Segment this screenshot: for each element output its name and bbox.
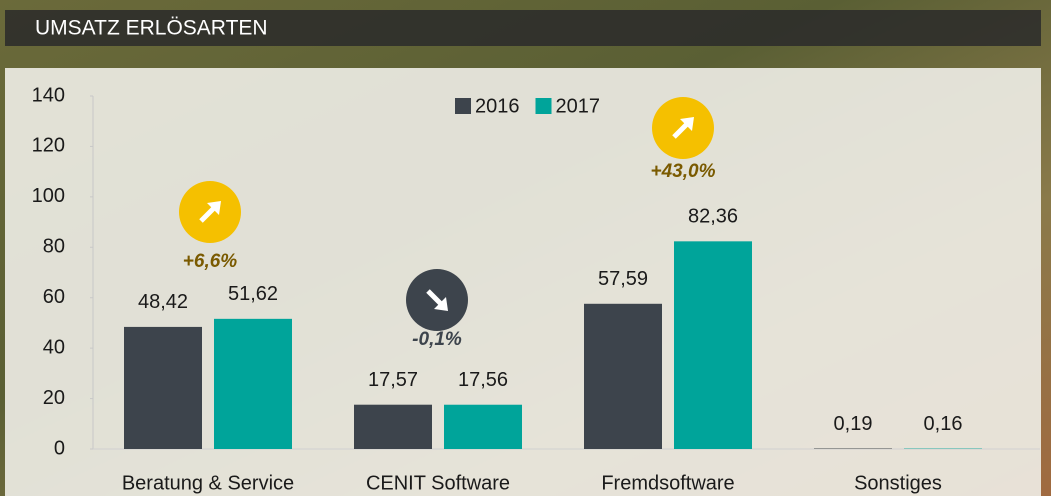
y-tick-label: 140 (32, 84, 65, 106)
chart: UMSATZ ERLÖSARTEN 0 20 40 60 80 100 120 140 Bera… (0, 0, 1051, 496)
page: UMSATZ ERLÖSARTEN 0 20 40 60 80 100 120 140 Bera… (0, 0, 1051, 496)
y-tick-label: 60 (43, 286, 65, 308)
value-label: 82,36 (688, 206, 738, 228)
annotation-label: -0,1% (412, 329, 462, 350)
bar (354, 405, 432, 449)
y-tick-label: 20 (43, 387, 65, 409)
value-label: 0,19 (834, 413, 873, 435)
legend-swatch (455, 98, 471, 114)
annotation-label: +43,0% (651, 161, 716, 182)
legend-swatch (536, 98, 552, 114)
bar (584, 304, 662, 449)
y-tick-label: 40 (43, 336, 65, 358)
legend-label: 2017 (556, 95, 601, 117)
y-tick-label: 80 (43, 236, 65, 258)
y-tick-label: 100 (32, 185, 65, 207)
bar (444, 405, 522, 449)
legend-label: 2016 (475, 95, 520, 117)
header-title: UMSATZ ERLÖSARTEN (35, 17, 268, 40)
value-label: 57,59 (598, 268, 648, 290)
y-tick-label: 0 (54, 437, 65, 459)
x-tick-label: Beratung & Service (122, 472, 294, 494)
value-label: 51,62 (228, 283, 278, 305)
x-tick-label: Fremdsoftware (601, 472, 734, 494)
bar (214, 319, 292, 449)
value-label: 48,42 (138, 291, 188, 313)
annotation-label: +6,6% (183, 251, 238, 272)
x-tick-label: CENIT Software (366, 472, 510, 494)
bar (124, 327, 202, 449)
value-label: 0,16 (924, 413, 963, 435)
value-label: 17,56 (458, 369, 508, 391)
bar (674, 241, 752, 449)
value-label: 17,57 (368, 369, 418, 391)
x-tick-label: Sonstiges (854, 472, 942, 494)
y-tick-label: 120 (32, 135, 65, 157)
